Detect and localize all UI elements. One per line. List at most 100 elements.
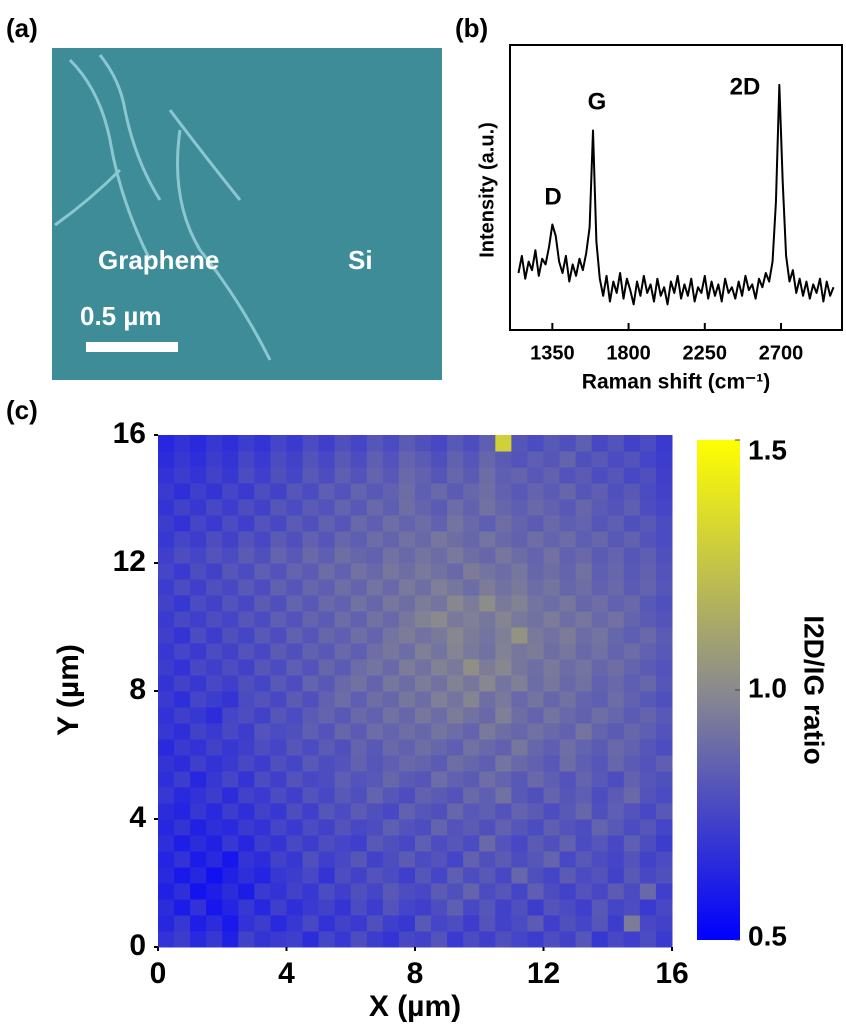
- heatmap-cell: [318, 563, 336, 580]
- heatmap-cell: [238, 435, 255, 452]
- heatmap-cell: [302, 931, 320, 948]
- heatmap-cell: [318, 883, 336, 900]
- heatmap-cell: [238, 803, 255, 820]
- heatmap-cell: [527, 867, 544, 884]
- heatmap-cell: [575, 851, 593, 868]
- heatmap-cell: [334, 787, 352, 804]
- heatmap-cell: [575, 451, 593, 468]
- heatmap-cell: [415, 915, 432, 932]
- heatmap-cell: [254, 803, 271, 820]
- heatmap-cell: [254, 867, 271, 884]
- heatmap-cell: [190, 723, 207, 740]
- heatmap-cell: [639, 787, 657, 804]
- heatmap-cell: [415, 835, 432, 852]
- heatmap-cell: [655, 499, 673, 516]
- heatmap-cell: [543, 675, 561, 692]
- heatmap-cell: [527, 755, 544, 772]
- heatmap-cell: [591, 515, 609, 532]
- heatmap-cell: [575, 435, 593, 452]
- heatmap-cell: [543, 803, 561, 820]
- heatmap-cell: [527, 659, 544, 676]
- heatmap-cell: [254, 739, 271, 756]
- heatmap-cell: [527, 643, 544, 660]
- heatmap-cell: [607, 467, 625, 484]
- heatmap-cell: [158, 483, 175, 500]
- heatmap-cell: [655, 563, 673, 580]
- heatmap-cell: [575, 611, 593, 628]
- heatmap-cell: [479, 931, 496, 948]
- heatmap-cell: [222, 851, 239, 868]
- heatmap-cell: [350, 515, 368, 532]
- heatmap-cell: [479, 595, 496, 612]
- heatmap-cell: [318, 755, 336, 772]
- heatmap-cell: [222, 691, 239, 708]
- heatmap-cell: [174, 691, 191, 708]
- heatmap-cell: [206, 659, 223, 676]
- heatmap-cell: [158, 851, 175, 868]
- heatmap-cell: [190, 931, 207, 948]
- plot-frame: [509, 44, 843, 331]
- heatmap-cell: [479, 771, 496, 788]
- heatmap-cell: [174, 819, 191, 836]
- heatmap-cell: [591, 771, 609, 788]
- heatmap-cell: [318, 547, 336, 564]
- heatmap-cell: [174, 499, 191, 516]
- heatmap-cell: [382, 515, 400, 532]
- heatmap-cell: [575, 707, 593, 724]
- heatmap-cell: [623, 723, 641, 740]
- heatmap-cell: [158, 595, 175, 612]
- heatmap-cell: [190, 611, 207, 628]
- heatmap-cell: [190, 467, 207, 484]
- heatmap-cell: [286, 483, 304, 500]
- heatmap-cell: [206, 595, 223, 612]
- heatmap-cell: [174, 547, 191, 564]
- heatmap-cell: [543, 563, 561, 580]
- heatmap-cell: [623, 755, 641, 772]
- heatmap-cell: [415, 499, 432, 516]
- heatmap-cell: [495, 499, 512, 516]
- heatmap-cell: [543, 483, 561, 500]
- heatmap-cell: [334, 883, 352, 900]
- heatmap-cell: [222, 723, 239, 740]
- heatmap-cell: [174, 563, 191, 580]
- heatmap-cell: [575, 627, 593, 644]
- heatmap-cell: [463, 867, 480, 884]
- heatmap-cell: [238, 675, 255, 692]
- heatmap-cell: [190, 787, 207, 804]
- heatmap-cell: [302, 771, 320, 788]
- heatmap-cell: [382, 931, 400, 948]
- heatmap-cell: [238, 915, 255, 932]
- heatmap-cell: [318, 819, 336, 836]
- heatmap-cell: [254, 659, 271, 676]
- heatmap-cell: [639, 771, 657, 788]
- heatmap-cell: [495, 787, 512, 804]
- heatmap-cell: [463, 931, 480, 948]
- heatmap-cell: [447, 547, 464, 564]
- heatmap-cell: [254, 851, 271, 868]
- heatmap-cell: [334, 851, 352, 868]
- heatmap-cell: [495, 515, 512, 532]
- heatmap-cell: [190, 627, 207, 644]
- heatmap-cell: [623, 579, 641, 596]
- heatmap-cell: [463, 579, 480, 596]
- heatmap-cell: [495, 611, 512, 628]
- heatmap-cell: [190, 547, 207, 564]
- heatmap-cell: [479, 707, 496, 724]
- heatmap-cell: [415, 803, 432, 820]
- heatmap-cell: [527, 627, 544, 644]
- heatmap-cell: [382, 755, 400, 772]
- heatmap-cell: [382, 899, 400, 916]
- heatmap-cell: [479, 803, 496, 820]
- heatmap-cell: [254, 771, 271, 788]
- heatmap-cell: [415, 611, 432, 628]
- heatmap-cell: [527, 691, 544, 708]
- heatmap-cell: [190, 707, 207, 724]
- heatmap-cell: [463, 499, 480, 516]
- heatmap-cell: [254, 915, 271, 932]
- heatmap-cell: [174, 515, 191, 532]
- heatmap-cell: [495, 691, 512, 708]
- heatmap-cell: [415, 483, 432, 500]
- heatmap-cell: [254, 435, 271, 452]
- heatmap-cell: [607, 531, 625, 548]
- heatmap-cell: [527, 931, 544, 948]
